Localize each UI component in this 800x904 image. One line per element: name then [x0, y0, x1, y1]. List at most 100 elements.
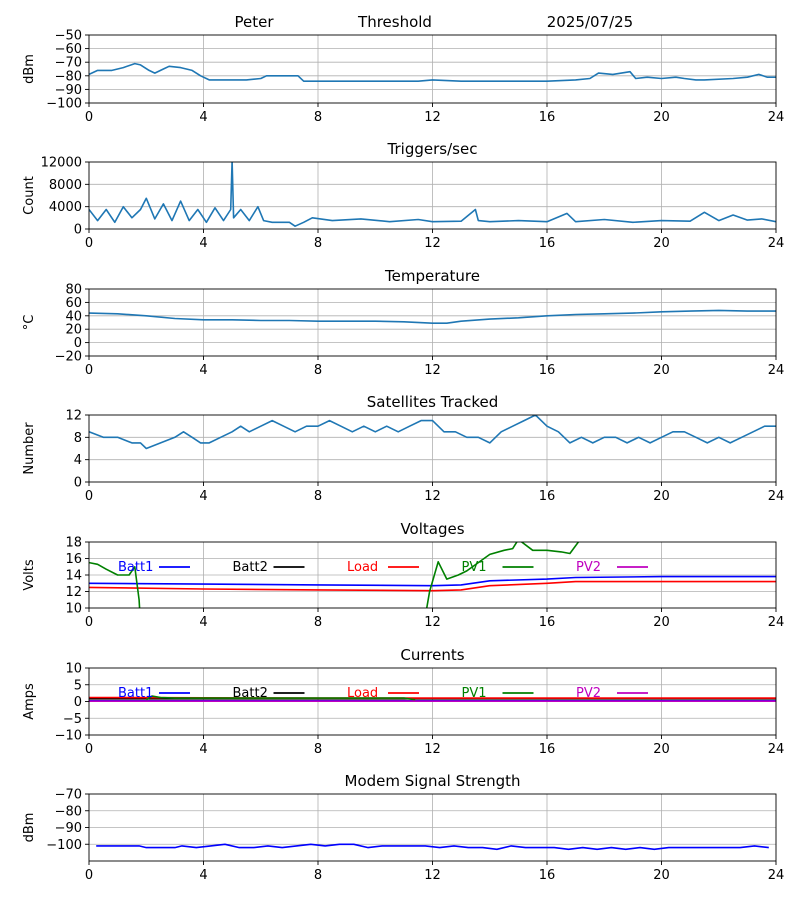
x-tick-label: 0 [85, 110, 93, 125]
y-tick-label: −80 [55, 69, 82, 84]
y-tick-label: 60 [65, 296, 82, 311]
x-tick-label: 8 [314, 615, 322, 630]
y-axis-label: Count [22, 176, 37, 215]
x-tick-label: 8 [314, 236, 322, 251]
y-tick-label: 0 [74, 223, 82, 238]
series-line-data [89, 415, 776, 450]
y-tick-label: 14 [65, 569, 82, 584]
y-tick-label: −70 [55, 56, 82, 71]
x-tick-label: 4 [199, 110, 207, 125]
x-tick-label: 8 [314, 868, 322, 883]
y-tick-label: 0 [74, 695, 82, 710]
chart-triggers: 0 4 8 12 16 20 24 0 4000 8000 12000 Triggers/sec Cou… [22, 140, 784, 251]
x-tick-label: 8 [314, 489, 322, 504]
series-line-pv1 [145, 695, 416, 701]
x-tick-label: 16 [539, 615, 556, 630]
x-tick-label: 16 [539, 110, 556, 125]
x-tick-label: 12 [424, 615, 441, 630]
y-tick-label: 16 [65, 552, 82, 567]
y-tick-label: −50 [55, 29, 82, 44]
series-line-pv1 [89, 542, 580, 608]
legend-label: Batt1 [118, 686, 153, 701]
series-line-load [89, 580, 776, 592]
series-line-data [89, 162, 776, 227]
x-tick-label: 20 [653, 236, 670, 251]
x-tick-label: 24 [768, 236, 785, 251]
x-tick-label: 8 [314, 363, 322, 378]
x-tick-label: 16 [539, 868, 556, 883]
y-tick-label: 10 [65, 602, 82, 617]
y-tick-label: 4 [74, 453, 82, 468]
y-tick-label: 8000 [49, 178, 82, 193]
x-tick-label: 16 [539, 489, 556, 504]
y-tick-label: −100 [46, 838, 82, 853]
legend-label: Batt1 [118, 560, 153, 575]
chart-title: Satellites Tracked [367, 393, 498, 411]
chart-modem: 0 4 8 12 16 20 24 −100 −90 −80−70 Modem Signal Str… [22, 772, 784, 883]
x-tick-label: 12 [424, 236, 441, 251]
y-tick-label: 8 [74, 431, 82, 446]
y-tick-label: 80 [65, 283, 82, 298]
legend-label: Load [347, 686, 378, 701]
x-tick-label: 4 [199, 363, 207, 378]
y-tick-label: 5 [74, 678, 82, 693]
y-axis-label: dBm [22, 54, 37, 84]
series-line-batt1 [89, 575, 776, 587]
x-tick-label: 24 [768, 363, 785, 378]
x-tick-label: 24 [768, 742, 785, 757]
series-line-data [96, 843, 769, 851]
y-tick-label: 12000 [41, 156, 82, 171]
legend: Batt1 Batt2 Load PV1 PV2 [118, 686, 648, 701]
chart-title: Modem Signal Strength [345, 772, 521, 790]
header-mode: Threshold [357, 13, 432, 31]
header-date: 2025/07/25 [547, 13, 633, 31]
y-tick-label: 12 [65, 409, 82, 424]
x-tick-label: 12 [424, 489, 441, 504]
x-tick-label: 16 [539, 742, 556, 757]
chart-title: Currents [400, 646, 464, 664]
y-tick-label: 0 [74, 476, 82, 491]
y-axis-label: °C [22, 315, 37, 331]
y-tick-label: −90 [55, 821, 82, 836]
chart-title: Temperature [384, 267, 480, 285]
legend-label: PV2 [576, 686, 601, 701]
x-tick-label: 4 [199, 868, 207, 883]
y-tick-label: −70 [55, 788, 82, 803]
y-tick-label: 4000 [49, 200, 82, 215]
y-tick-label: 20 [65, 323, 82, 338]
x-tick-label: 4 [199, 742, 207, 757]
y-tick-label: 0 [74, 336, 82, 351]
y-tick-label: 12 [65, 585, 82, 600]
x-tick-label: 16 [539, 363, 556, 378]
y-axis-label: Volts [22, 559, 37, 591]
series-line-data [89, 62, 776, 82]
x-tick-label: 0 [85, 489, 93, 504]
series-line-data [89, 309, 776, 325]
y-tick-label: −60 [55, 42, 82, 57]
x-tick-label: 20 [653, 615, 670, 630]
x-tick-label: 20 [653, 742, 670, 757]
y-tick-label: 18 [65, 536, 82, 551]
chart-threshold: 0 4 8 12 16 20 24 −100−90−80−70−60−50 dBm [22, 29, 784, 126]
y-axis-label: dBm [22, 813, 37, 843]
x-tick-label: 4 [199, 236, 207, 251]
x-tick-label: 8 [314, 742, 322, 757]
x-tick-label: 20 [653, 363, 670, 378]
x-tick-label: 20 [653, 110, 670, 125]
legend-label: PV1 [462, 560, 487, 575]
y-tick-label: −10 [55, 729, 82, 744]
x-tick-label: 0 [85, 868, 93, 883]
y-tick-label: −80 [55, 804, 82, 819]
legend-label: Batt2 [233, 686, 268, 701]
legend-label: PV2 [576, 560, 601, 575]
y-tick-label: −90 [55, 83, 82, 98]
chart-title: Triggers/sec [387, 140, 478, 158]
x-tick-label: 12 [424, 363, 441, 378]
x-tick-label: 12 [424, 868, 441, 883]
